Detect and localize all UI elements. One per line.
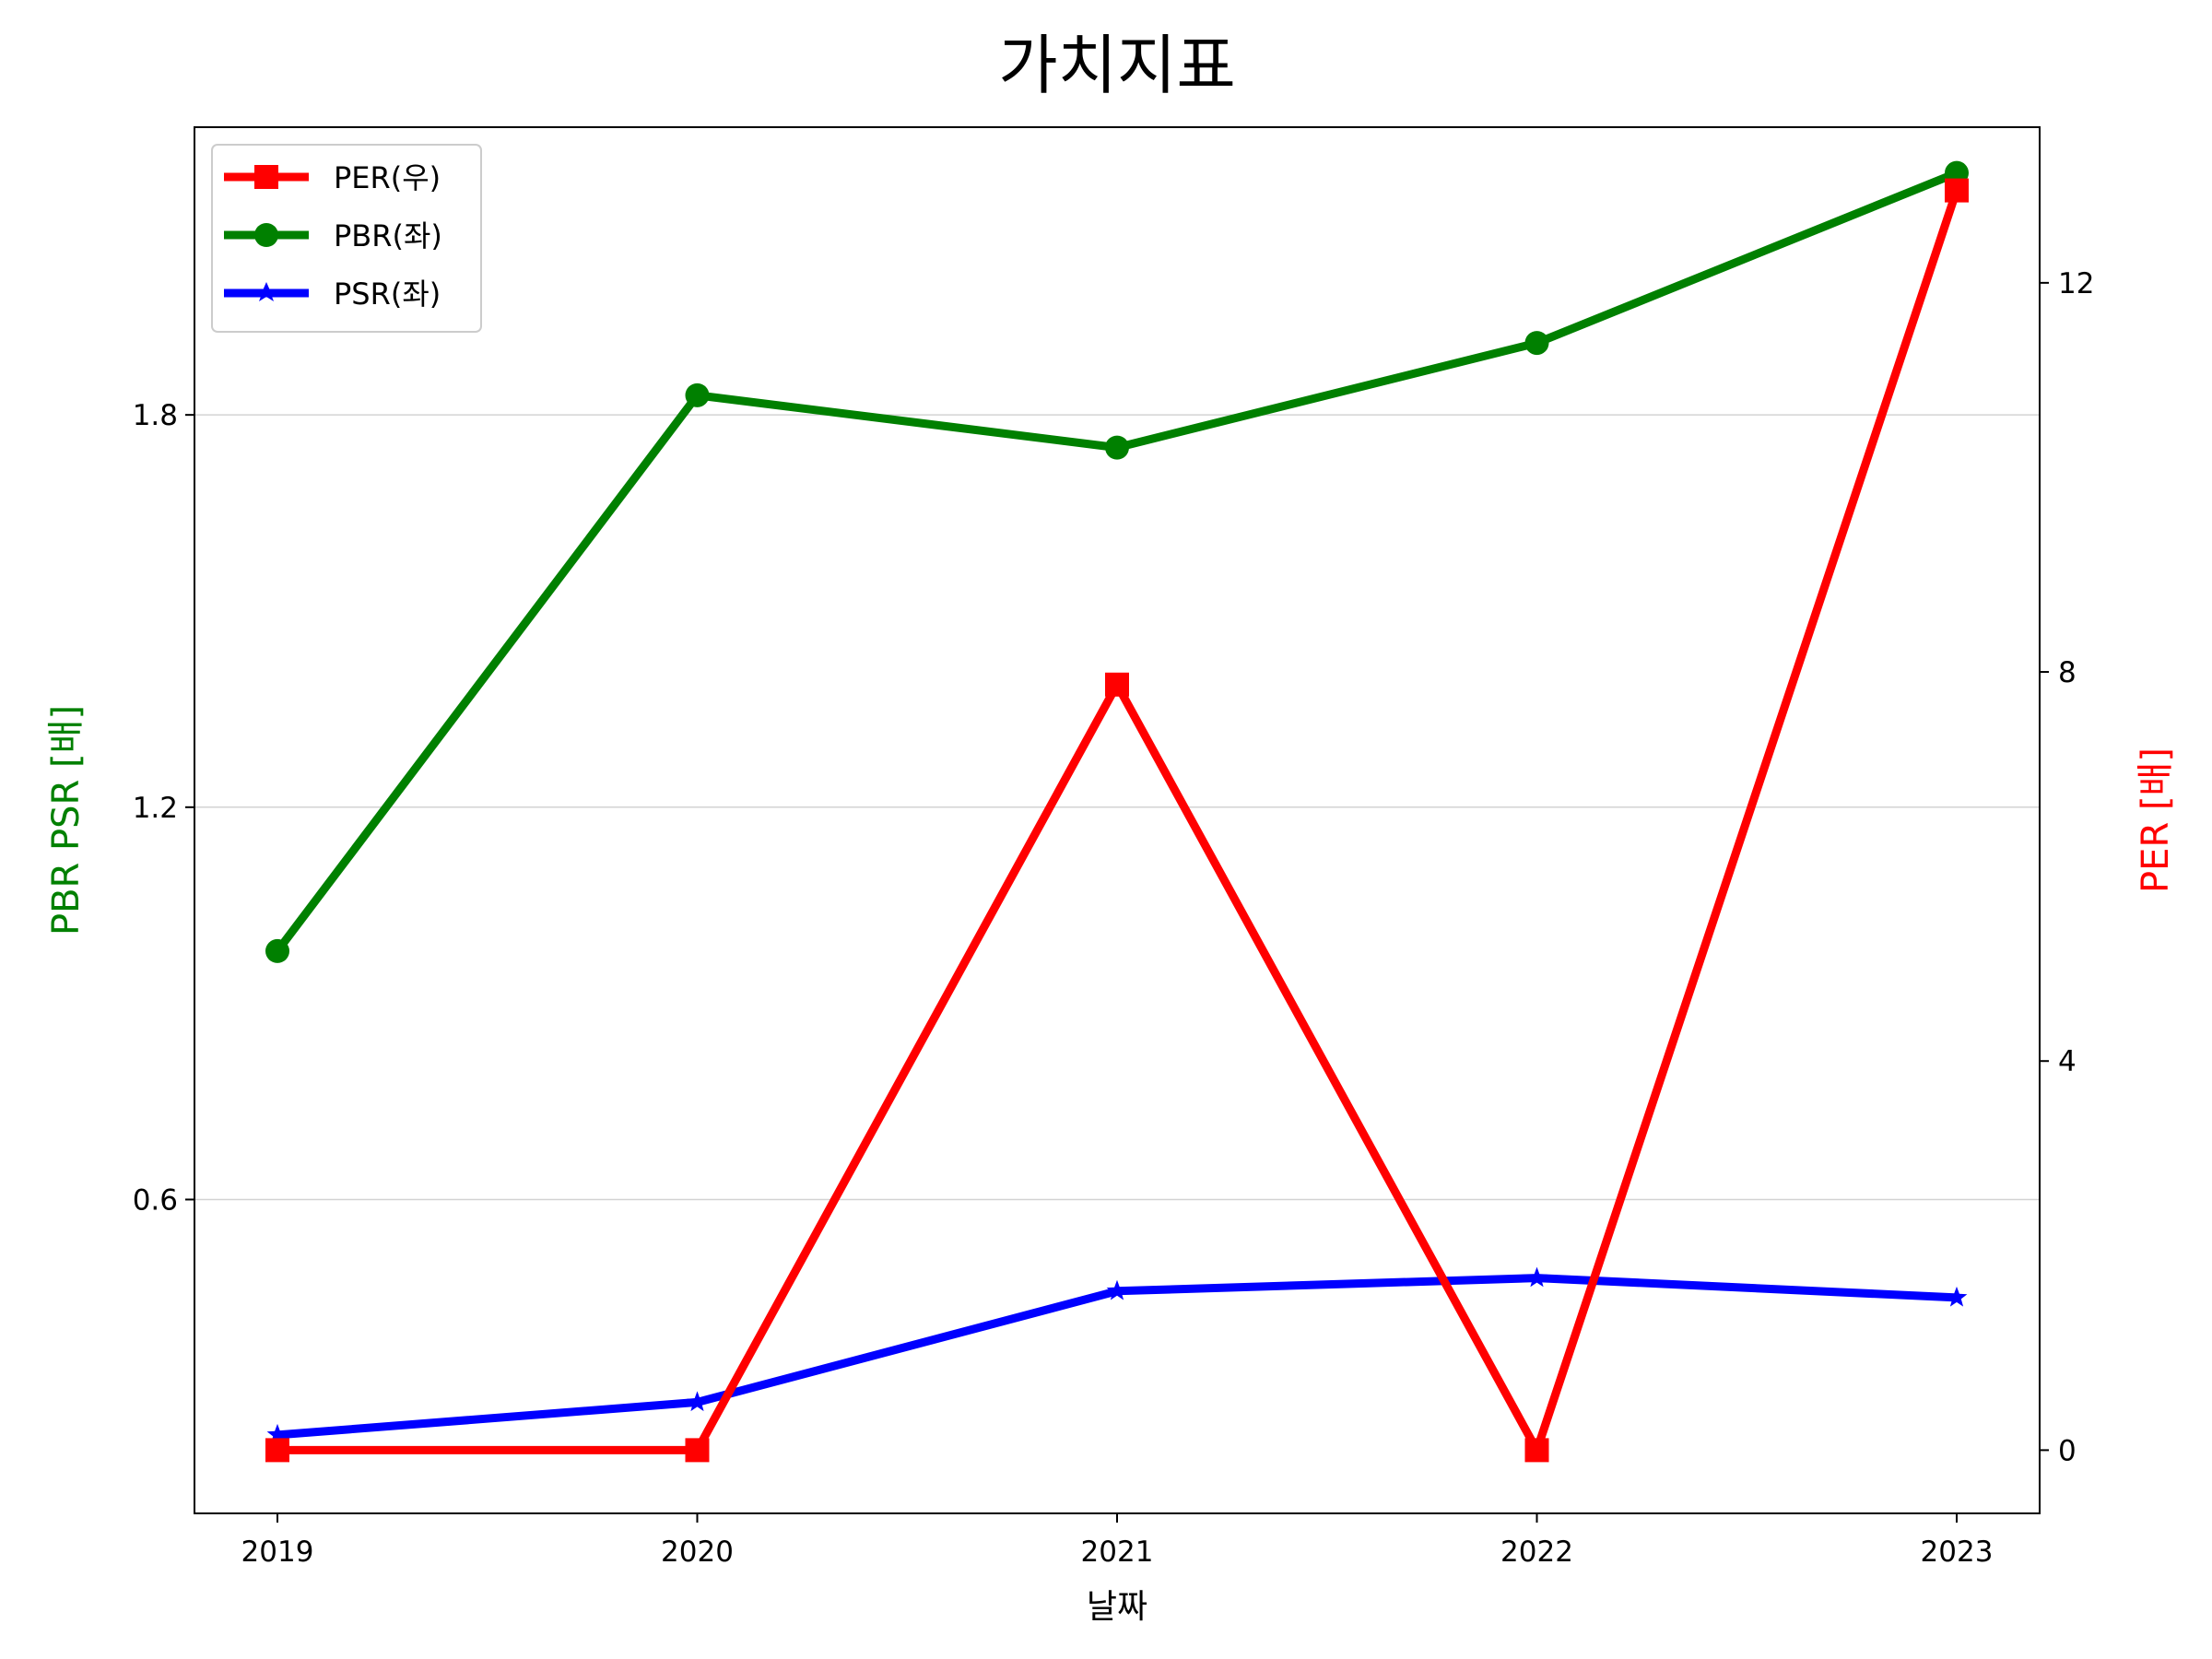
legend-entry-per: PER(우) bbox=[224, 160, 441, 195]
x-tick-label: 2019 bbox=[241, 1535, 314, 1569]
legend-entry-pbr: PBR(좌) bbox=[224, 218, 442, 253]
legend-marker-psr bbox=[255, 282, 277, 301]
data-point-per bbox=[265, 1438, 289, 1463]
series-psr bbox=[266, 1266, 1968, 1444]
data-point-psr bbox=[1106, 1279, 1128, 1300]
data-point-per bbox=[1945, 178, 1969, 203]
legend-box bbox=[211, 144, 482, 333]
legend-marker-pbr bbox=[254, 223, 278, 247]
data-point-pbr bbox=[1524, 331, 1549, 356]
data-point-per bbox=[1524, 1438, 1549, 1463]
data-point-psr bbox=[1946, 1286, 1968, 1307]
legend-label-per: PER(우) bbox=[334, 160, 441, 195]
series-per bbox=[265, 178, 1969, 1463]
right-y-axis-label: PER [배] bbox=[2135, 747, 2177, 893]
data-point-pbr bbox=[685, 382, 710, 407]
data-point-psr bbox=[1526, 1266, 1547, 1288]
right-y-tick-label: 4 bbox=[2058, 1045, 2077, 1078]
data-point-psr bbox=[266, 1423, 288, 1444]
data-point-psr bbox=[687, 1391, 708, 1412]
right-y-tick-label: 8 bbox=[2058, 656, 2077, 689]
data-point-pbr bbox=[265, 938, 289, 963]
left-y-tick-label: 1.8 bbox=[133, 399, 178, 432]
data-point-per bbox=[1105, 672, 1129, 697]
left-y-tick-label: 0.6 bbox=[133, 1183, 178, 1217]
legend-entry-psr: PSR(좌) bbox=[224, 276, 441, 312]
legend: PER(우) PBR(좌) PSR(좌) bbox=[211, 144, 482, 333]
x-tick-label: 2020 bbox=[661, 1535, 734, 1569]
legend-marker-per bbox=[254, 165, 278, 189]
data-point-pbr bbox=[1105, 435, 1129, 460]
x-tick-label: 2023 bbox=[1921, 1535, 1994, 1569]
right-y-tick-label: 12 bbox=[2058, 267, 2094, 300]
series-layer bbox=[265, 160, 1969, 1463]
left-y-tick-label: 1.2 bbox=[133, 792, 178, 825]
x-tick-label: 2021 bbox=[1081, 1535, 1154, 1569]
chart-title: 가치지표 bbox=[998, 28, 1236, 103]
axes: 0.6 1.2 1.8 0 4 8 12 2019 2020 2021 2022 2023 bbox=[133, 267, 2095, 1569]
x-tick-label: 2022 bbox=[1500, 1535, 1573, 1569]
data-point-per bbox=[685, 1438, 710, 1463]
gridlines bbox=[194, 414, 2040, 1201]
x-axis-label: 날짜 bbox=[1087, 1588, 1147, 1626]
left-y-axis-label: PBR PSR [배] bbox=[45, 705, 88, 935]
legend-label-psr: PSR(좌) bbox=[334, 276, 441, 312]
series-pbr bbox=[265, 160, 1969, 963]
legend-label-pbr: PBR(좌) bbox=[334, 218, 442, 253]
right-y-tick-label: 0 bbox=[2058, 1434, 2077, 1467]
